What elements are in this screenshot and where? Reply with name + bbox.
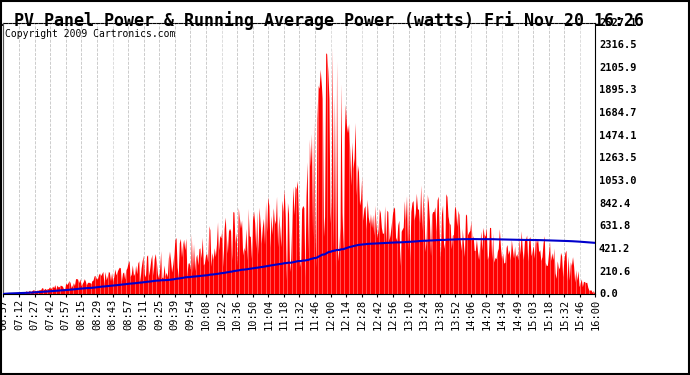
Text: 2105.9: 2105.9 [599,63,636,73]
Text: 2316.5: 2316.5 [599,40,636,50]
Text: 1474.1: 1474.1 [599,131,636,141]
Text: 1053.0: 1053.0 [599,176,636,186]
Text: 1263.5: 1263.5 [599,153,636,164]
Text: Total PV Panel Power & Running Average Power (watts) Fri Nov 20 16:26: Total PV Panel Power & Running Average P… [0,11,644,30]
Text: 421.2: 421.2 [599,244,630,254]
Text: 2527.1: 2527.1 [599,18,636,27]
Text: Copyright 2009 Cartronics.com: Copyright 2009 Cartronics.com [5,29,175,39]
Text: 210.6: 210.6 [599,267,630,277]
Text: 842.4: 842.4 [599,199,630,209]
Text: 1684.7: 1684.7 [599,108,636,118]
Text: 0.0: 0.0 [599,290,618,299]
Text: 631.8: 631.8 [599,221,630,231]
Text: 1895.3: 1895.3 [599,86,636,96]
